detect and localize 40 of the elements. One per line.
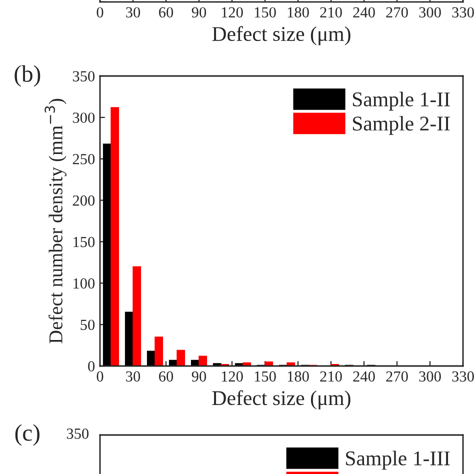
x-tick-label: 120 bbox=[222, 7, 243, 18]
x-tick-label: 210 bbox=[320, 7, 342, 18]
legend-label: Sample 2-II bbox=[352, 116, 450, 135]
legend-label: Sample 1-II bbox=[352, 92, 450, 111]
x-tick-label: 150 bbox=[254, 7, 276, 18]
legend-label: Sample 1-III bbox=[346, 450, 450, 470]
x-tick-label: 270 bbox=[386, 371, 408, 382]
x-tick-label: 120 bbox=[222, 371, 243, 382]
y-tick-label: 150 bbox=[74, 236, 95, 248]
x-tick-label: 330 bbox=[452, 371, 474, 382]
x-tick-label: 30 bbox=[126, 371, 140, 382]
x-tick-label: 210 bbox=[320, 371, 342, 382]
y-tick-label: 200 bbox=[72, 195, 95, 206]
x-tick-label: 60 bbox=[159, 7, 174, 18]
x-axis-title: Defect size (μm) bbox=[212, 26, 350, 46]
x-axis-title: Defect size (μm) bbox=[212, 390, 350, 410]
x-tick-label: 300 bbox=[419, 7, 441, 18]
y-tick-label: 350 bbox=[72, 71, 95, 82]
x-tick-label: 240 bbox=[353, 371, 375, 382]
x-tick-label: 30 bbox=[126, 7, 140, 18]
chart-title: (b) bbox=[14, 65, 40, 87]
y-tick-label: 250 bbox=[72, 154, 95, 164]
x-tick-label: 240 bbox=[353, 7, 375, 18]
y-tick-label: 50 bbox=[80, 320, 95, 330]
x-tick-label: 180 bbox=[288, 7, 309, 18]
x-tick-label: 150 bbox=[254, 371, 276, 382]
x-tick-label: 300 bbox=[419, 371, 441, 382]
y-tick-label: 300 bbox=[72, 112, 95, 123]
text: (c) bbox=[15, 424, 40, 446]
y-tick-label: 0 bbox=[88, 361, 95, 372]
x-tick-label: 270 bbox=[386, 7, 408, 18]
x-tick-label: 90 bbox=[192, 7, 206, 18]
x-tick-label: 0 bbox=[96, 371, 104, 382]
x-tick-label: 60 bbox=[159, 371, 174, 382]
y-axis-title: Defect number density (mm$^{−3}$) bbox=[44, 98, 66, 344]
x-tick-label: 330 bbox=[452, 7, 474, 18]
x-tick-label: 0 bbox=[96, 7, 104, 18]
y-tick-label: 100 bbox=[74, 278, 95, 289]
x-tick-label: 90 bbox=[192, 371, 206, 382]
x-tick-label: 180 bbox=[288, 371, 309, 382]
